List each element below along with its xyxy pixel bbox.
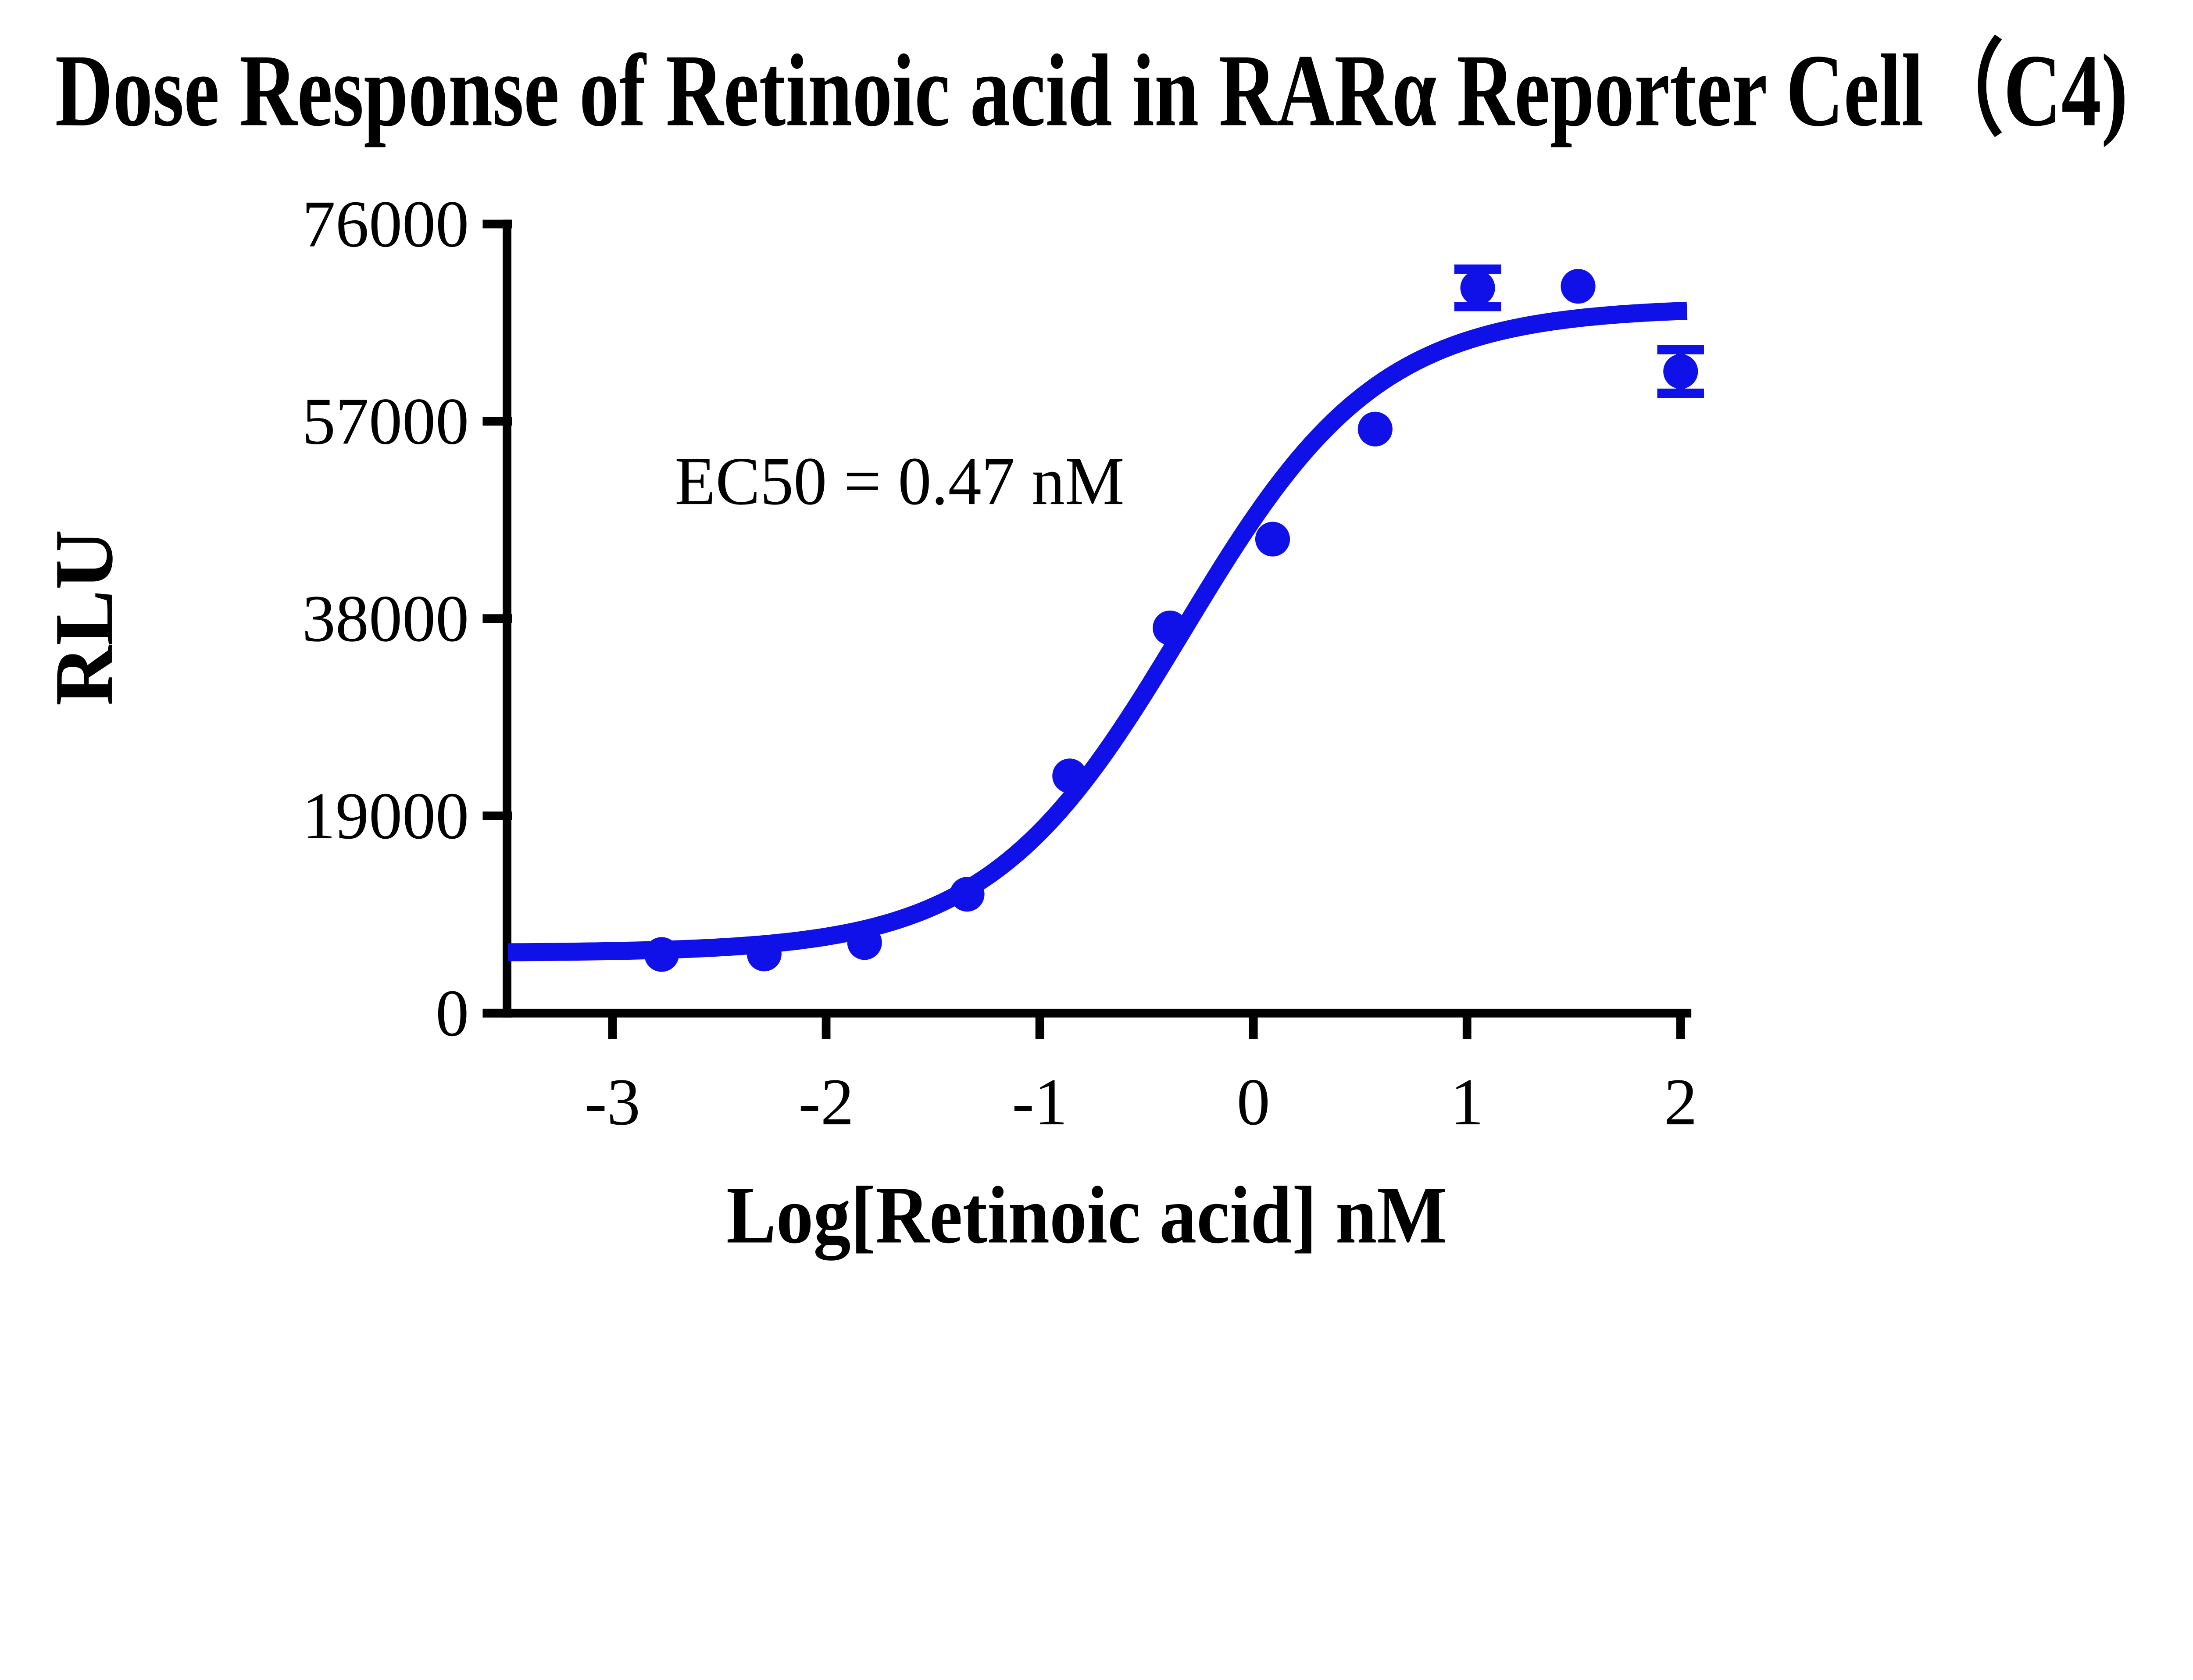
- data-point: [1663, 354, 1698, 389]
- dose-response-figure: Dose Response of Retinoic acid in RARα R…: [37, 33, 2128, 1261]
- ec50-annotation: EC50 = 0.47 nM: [675, 443, 1124, 519]
- y-axis-title: RLU: [38, 529, 130, 706]
- chart-title: Dose Response of Retinoic acid in RARα R…: [55, 33, 2128, 148]
- data-point: [1460, 270, 1495, 305]
- data-point: [1357, 411, 1393, 447]
- x-axis-title: Log[Retinoic acid] nM: [726, 1170, 1447, 1261]
- axes: -3 -2 -1 0 1 2 0 19000 38000 57000 76000: [302, 187, 1697, 1139]
- fit-curve: [506, 301, 1689, 962]
- data-point: [950, 877, 985, 912]
- y-tick-label: 57000: [302, 384, 469, 458]
- data-point: [847, 925, 882, 960]
- chart-canvas: Dose Response of Retinoic acid in RARα R…: [37, 33, 2128, 1261]
- data-point: [644, 937, 679, 972]
- y-tick-label: 38000: [302, 581, 469, 655]
- data-point: [746, 937, 782, 972]
- x-tick-label: 0: [1237, 1065, 1270, 1139]
- x-tick-label: -2: [798, 1065, 854, 1139]
- x-tick-label: -3: [585, 1065, 640, 1139]
- data-point: [1255, 522, 1290, 557]
- y-tick-label: 76000: [302, 187, 469, 261]
- y-tick-label: 19000: [302, 779, 469, 853]
- y-tick-label: 0: [436, 976, 469, 1050]
- x-tick-label: 1: [1450, 1065, 1484, 1139]
- plot-area: [506, 264, 1704, 972]
- data-point: [1052, 758, 1087, 794]
- x-tick-label: -1: [1012, 1065, 1068, 1139]
- data-point: [1561, 269, 1596, 304]
- data-point: [1153, 610, 1188, 646]
- x-tick-label: 2: [1664, 1065, 1697, 1139]
